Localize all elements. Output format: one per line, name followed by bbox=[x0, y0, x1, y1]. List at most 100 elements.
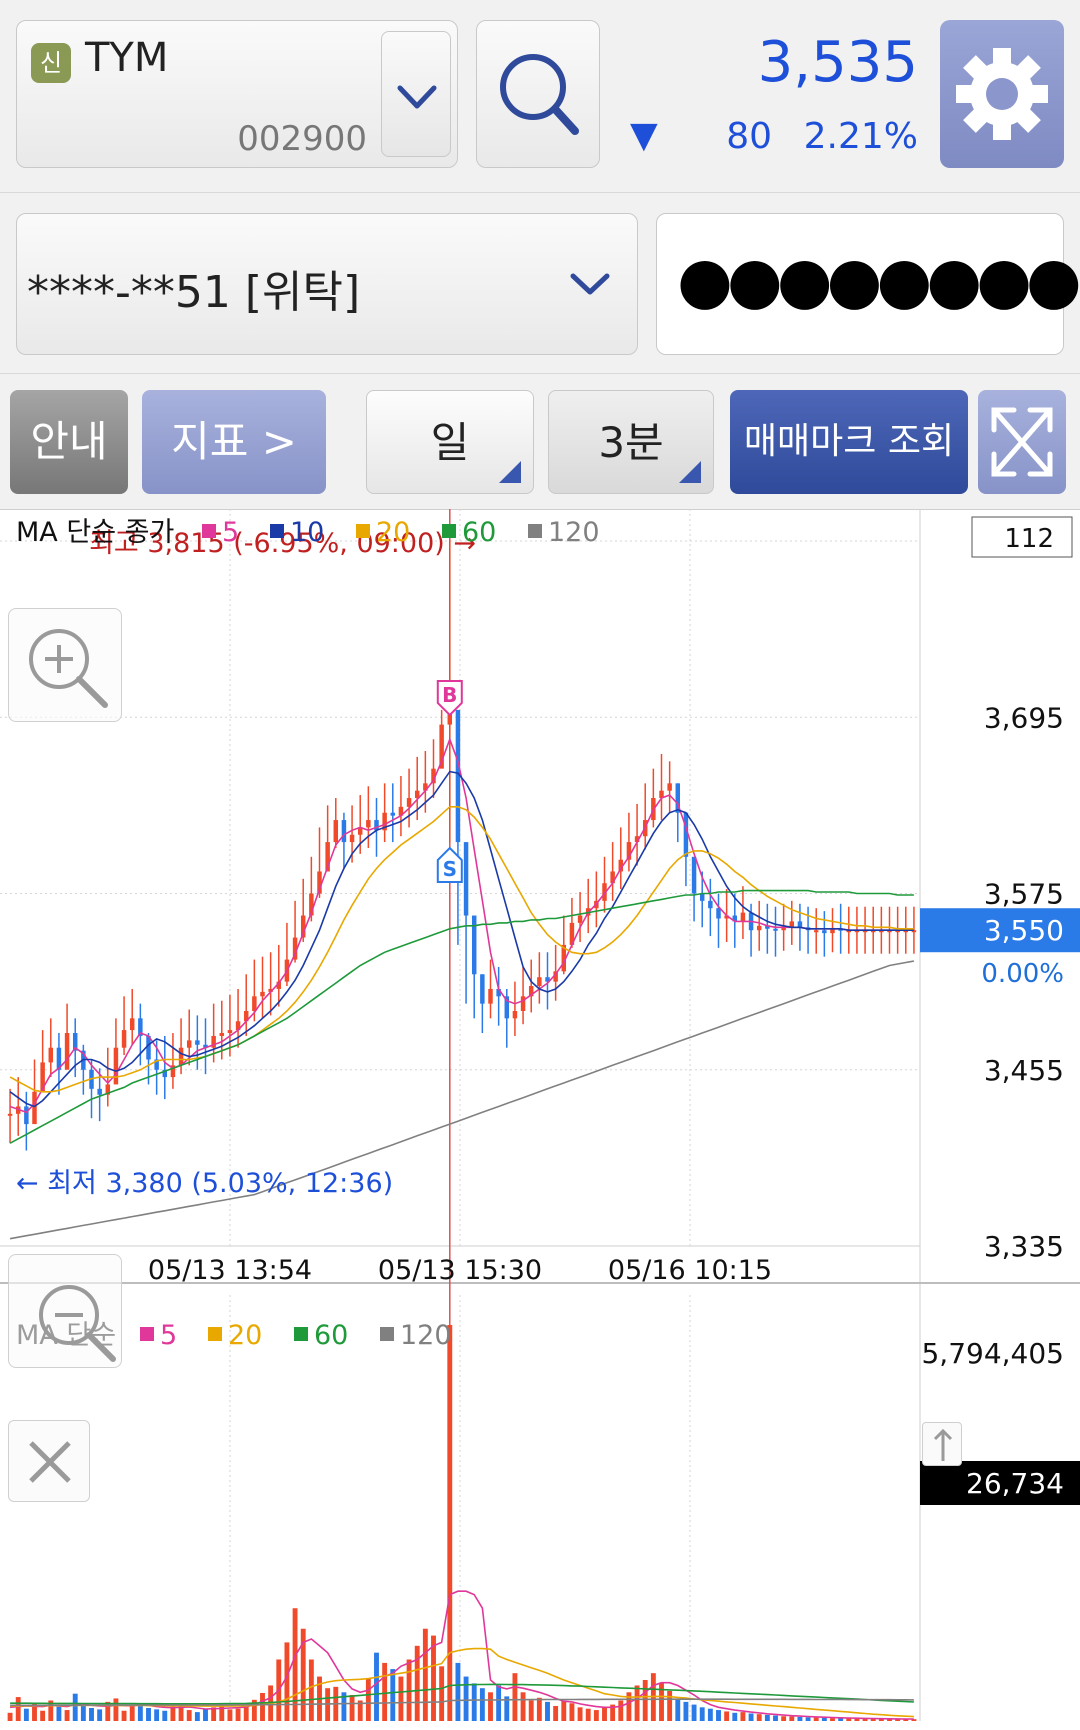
volume-bar bbox=[797, 1716, 803, 1721]
candle-body bbox=[610, 871, 615, 884]
legend-swatch bbox=[380, 1327, 394, 1341]
volume-bar bbox=[137, 1703, 143, 1721]
fullscreen-button[interactable] bbox=[978, 390, 1066, 494]
candle-body bbox=[7, 1113, 13, 1116]
candle-body bbox=[252, 996, 257, 1011]
sell-marker bbox=[436, 846, 463, 883]
legend-swatch bbox=[442, 524, 456, 538]
account-bar: ****-**51 [위탁] ●●●●●●●● bbox=[0, 193, 1080, 374]
visible-count: 112 bbox=[1004, 524, 1054, 554]
guide-button[interactable]: 안내 bbox=[10, 390, 128, 494]
volume-bar bbox=[585, 1708, 591, 1721]
current-volume-tag bbox=[920, 1461, 1080, 1505]
corner-triangle-icon bbox=[499, 461, 521, 483]
volume-bar bbox=[870, 1718, 876, 1721]
period-select[interactable]: 일 bbox=[366, 390, 534, 494]
candle-body bbox=[406, 798, 412, 807]
volume-bar bbox=[235, 1708, 241, 1721]
volume-bar bbox=[528, 1700, 534, 1721]
candle-body bbox=[138, 1018, 143, 1036]
search-button[interactable] bbox=[476, 20, 600, 168]
zoom-in-button[interactable] bbox=[8, 608, 122, 722]
legend-swatch bbox=[528, 524, 542, 538]
volume-bar bbox=[805, 1717, 811, 1721]
interval-label: 3분 bbox=[598, 418, 664, 467]
volume-bar bbox=[659, 1682, 664, 1721]
zoom-out-button[interactable] bbox=[8, 1254, 122, 1368]
sell-marker-label: S bbox=[443, 857, 457, 881]
move-up-button[interactable] bbox=[922, 1422, 962, 1466]
interval-select[interactable]: 3분 bbox=[548, 390, 714, 494]
candle-body bbox=[24, 1106, 29, 1125]
candle-body bbox=[504, 996, 510, 1019]
y-tick-label: 3,695 bbox=[984, 701, 1064, 734]
volume-bar bbox=[349, 1695, 355, 1721]
stock-header: 신 TYM 002900 3,535 ▼ 80 2.21% bbox=[0, 0, 1080, 193]
account-selector[interactable]: ****-**51 [위탁] bbox=[16, 213, 638, 355]
candle-body bbox=[471, 915, 477, 975]
ma-5-line bbox=[9, 736, 914, 1114]
volume-bar bbox=[80, 1704, 86, 1721]
candle-body bbox=[716, 908, 721, 919]
volume-bar bbox=[903, 1719, 909, 1721]
candle-body bbox=[325, 842, 330, 872]
legend-swatch bbox=[270, 524, 284, 538]
volume-bar bbox=[251, 1699, 257, 1721]
candle-body bbox=[870, 930, 876, 933]
settings-button[interactable] bbox=[940, 20, 1064, 168]
legend-swatch bbox=[140, 1327, 154, 1341]
stock-name[interactable]: TYM bbox=[85, 35, 169, 81]
volume-bar bbox=[471, 1683, 477, 1721]
candle-body bbox=[520, 996, 526, 1011]
volume-bar bbox=[561, 1700, 567, 1721]
candle-body bbox=[683, 812, 689, 857]
volume-bar bbox=[878, 1718, 884, 1721]
current-change-label: 0.00% bbox=[981, 959, 1064, 989]
candle-body bbox=[154, 1059, 159, 1070]
password-field[interactable]: ●●●●●●●● bbox=[656, 213, 1080, 355]
candle-body bbox=[708, 900, 713, 909]
candle-body bbox=[195, 1040, 200, 1045]
account-number: ****-**51 [위탁] bbox=[27, 267, 361, 318]
volume-bar bbox=[227, 1709, 233, 1721]
indicator-button[interactable]: 지표 > bbox=[142, 390, 326, 494]
volume-bar bbox=[40, 1710, 46, 1721]
candle-body bbox=[423, 783, 428, 791]
credit-badge: 신 bbox=[31, 43, 71, 83]
x-tick-label: 05/13 15:30 bbox=[378, 1255, 542, 1286]
stock-selector[interactable]: 신 TYM 002900 bbox=[16, 20, 458, 168]
candle-body bbox=[756, 925, 762, 931]
visible-count-box bbox=[971, 516, 1073, 558]
chart-toolbar: 안내 지표 > 일 3분 매매마크 조회 bbox=[0, 374, 1080, 510]
trade-mark-button[interactable]: 매매마크 조회 bbox=[730, 390, 968, 494]
volume-bar bbox=[512, 1673, 518, 1721]
legend-swatch bbox=[202, 524, 216, 538]
volume-bar bbox=[113, 1698, 119, 1721]
candle-body bbox=[455, 709, 461, 843]
candle-body bbox=[56, 1047, 62, 1070]
volume-ma-20-line bbox=[10, 1647, 914, 1718]
candle-body bbox=[463, 842, 469, 916]
candle-body bbox=[333, 820, 339, 843]
y-tick-label: 3,575 bbox=[984, 878, 1064, 911]
close-indicator-button[interactable] bbox=[8, 1420, 90, 1502]
volume-bar bbox=[764, 1714, 770, 1721]
current-price-tag bbox=[920, 908, 1080, 953]
candle-body bbox=[862, 930, 868, 933]
candle-body bbox=[439, 724, 444, 769]
volume-bar bbox=[121, 1710, 127, 1721]
stock-dropdown-button[interactable] bbox=[381, 31, 451, 157]
volume-bar bbox=[431, 1635, 436, 1721]
volume-bar bbox=[675, 1699, 681, 1721]
candle-body bbox=[317, 871, 322, 894]
candle-body bbox=[309, 893, 314, 916]
gear-icon bbox=[956, 48, 1048, 140]
volume-bar bbox=[488, 1692, 493, 1721]
volume-bar bbox=[756, 1714, 762, 1721]
volume-bar bbox=[781, 1716, 787, 1721]
candle-body bbox=[537, 977, 542, 987]
volume-bar bbox=[463, 1676, 469, 1721]
candle-body bbox=[911, 930, 917, 933]
candle-body bbox=[822, 930, 827, 934]
